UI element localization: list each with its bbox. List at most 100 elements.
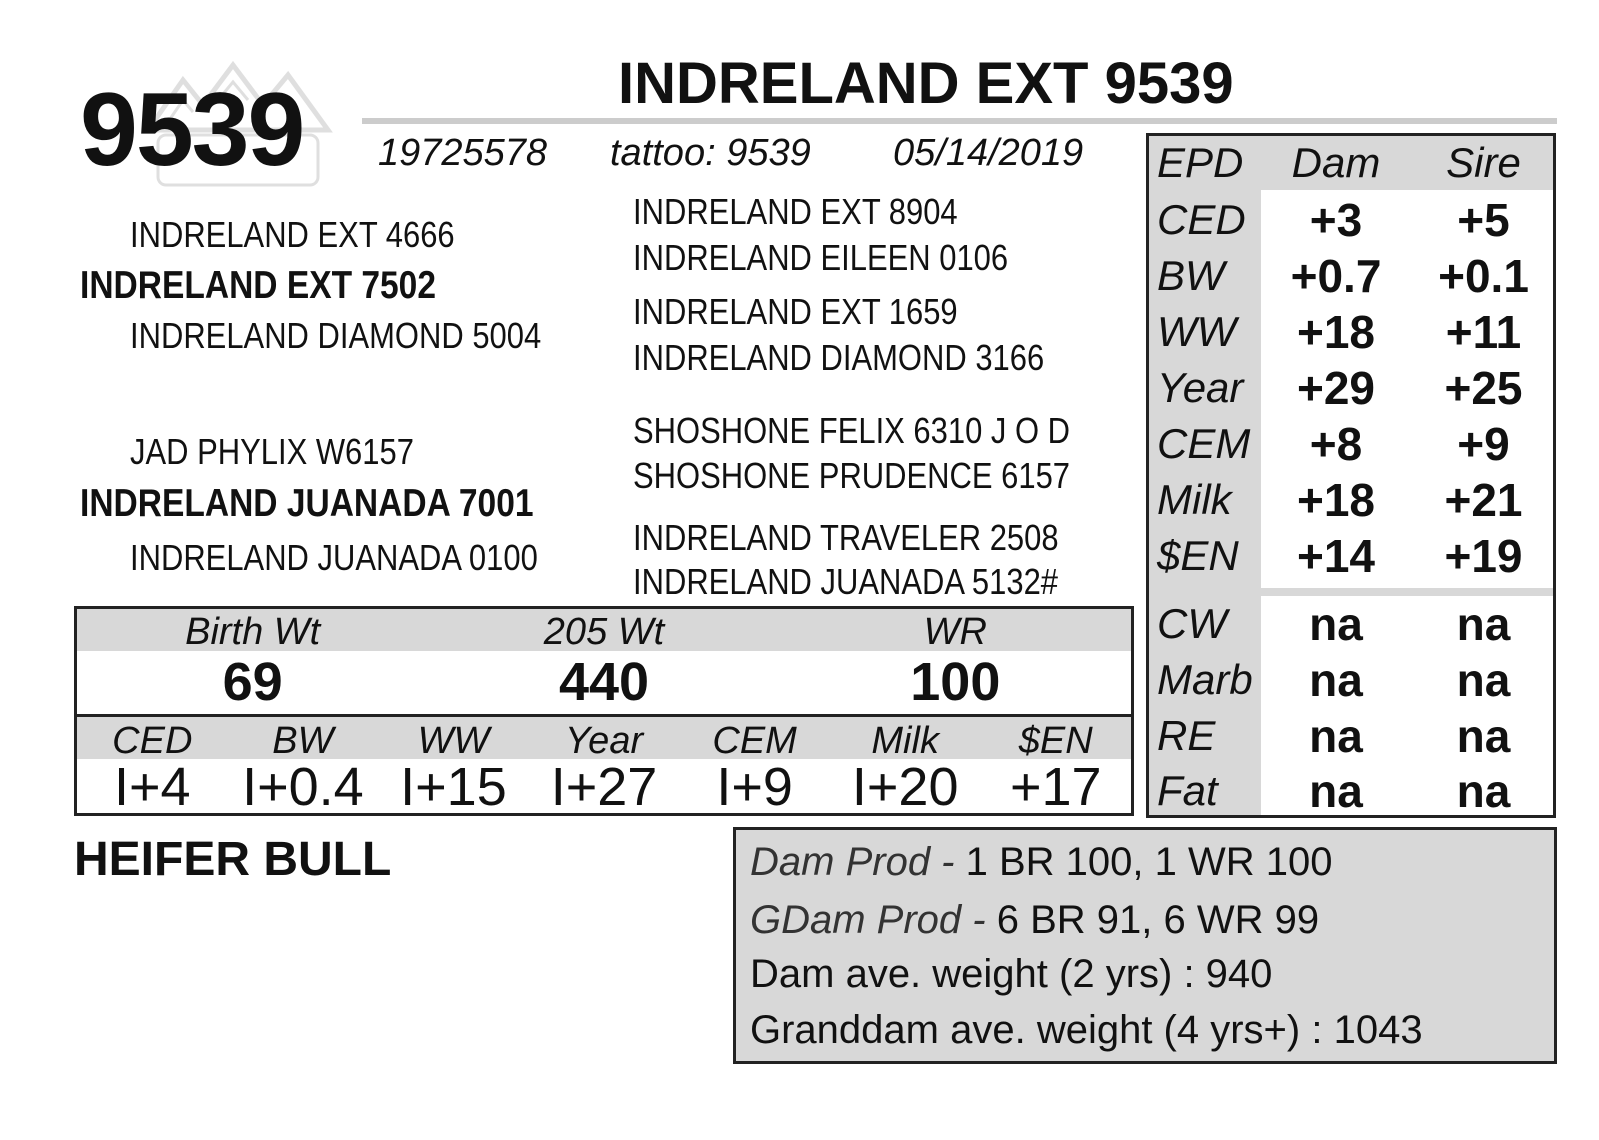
- epd-row-label: Year: [1157, 364, 1244, 411]
- epd-dam-value: +18: [1296, 306, 1376, 358]
- dam-avg-weight: Dam ave. weight (2 yrs) : 940: [750, 952, 1273, 996]
- epd-dam-value: na: [1309, 710, 1363, 762]
- epd-row-label: Marb: [1157, 656, 1253, 703]
- lot-number: 9539: [80, 72, 305, 188]
- ced-value: I+4: [114, 757, 191, 817]
- epd-sire-value: +21: [1444, 474, 1523, 526]
- epd-table-header: EPD Dam Sire: [1149, 136, 1553, 192]
- epd-dam-value: na: [1309, 765, 1363, 817]
- epd-row-ced: CED +3 +5: [1149, 192, 1553, 248]
- epd-row-cw: CW na na: [1149, 596, 1553, 652]
- wr-value: 100: [910, 652, 1001, 712]
- gg-3: INDRELAND EXT 1659: [633, 291, 958, 332]
- epd-sire-value: +5: [1457, 194, 1510, 246]
- epd-sire-value: +25: [1444, 362, 1523, 414]
- milk-label: Milk: [871, 720, 939, 762]
- epd-sire-value: +0.1: [1438, 250, 1529, 302]
- ww-value: I+15: [400, 757, 507, 817]
- epd-row-bw: BW +0.7 +0.1: [1149, 248, 1553, 304]
- gg-1: INDRELAND EXT 8904: [633, 191, 958, 232]
- header-divider: [362, 118, 1557, 124]
- epd-dam-value: +14: [1296, 530, 1376, 582]
- epd-dam-value: +3: [1309, 194, 1363, 246]
- sen-label: $EN: [1018, 720, 1093, 762]
- ww-label: WW: [417, 720, 490, 762]
- birth-wt-label: Birth Wt: [185, 611, 321, 653]
- gg-7: INDRELAND TRAVELER 2508: [633, 517, 1059, 558]
- epd-row-milk: Milk +18 +21: [1149, 472, 1553, 528]
- epd-value-row: I+4 I+0.4 I+15 I+27 I+9 I+20 +17: [77, 759, 1131, 815]
- gg-4: INDRELAND DIAMOND 3166: [633, 337, 1045, 378]
- epd-label-column: [1149, 136, 1261, 815]
- epd-sire-value: na: [1456, 598, 1511, 650]
- dam-header: Dam: [1291, 139, 1381, 186]
- epd-row-fat: Fat na na: [1149, 763, 1553, 817]
- sire-header: Sire: [1446, 139, 1521, 186]
- performance-separator: [77, 714, 1131, 717]
- gg-8: INDRELAND JUANADA 5132#: [633, 561, 1059, 602]
- epd-dam-value: na: [1309, 654, 1363, 706]
- wr-label: WR: [923, 611, 987, 653]
- birth-wt-value: 69: [222, 652, 283, 712]
- epd-row-label: Milk: [1157, 476, 1232, 523]
- epd-sire-value: +11: [1445, 306, 1522, 358]
- dam-dam: INDRELAND JUANADA 0100: [130, 537, 538, 578]
- milk-value: I+20: [851, 757, 959, 817]
- performance-header-row: Birth Wt 205 Wt WR: [77, 609, 1131, 653]
- gg-6: SHOSHONE PRUDENCE 6157: [633, 455, 1071, 496]
- epd-table-divider: [1261, 588, 1553, 596]
- 205-wt-value: 440: [558, 652, 650, 712]
- epd-row-label: $EN: [1157, 532, 1239, 579]
- gg-2: INDRELAND EILEEN 0106: [633, 237, 1009, 278]
- epd-row-label: Fat: [1157, 767, 1218, 814]
- performance-box: Birth Wt 205 Wt WR 69 440 100 CED BW WW …: [74, 606, 1134, 816]
- gdam-prod-line: GDam Prod - 6 BR 91, 6 WR 99: [750, 898, 1319, 943]
- bw-label: BW: [272, 720, 334, 762]
- epd-sire-value: na: [1456, 765, 1511, 817]
- epd-table: EPD Dam Sire CED +3 +5 BW +0.7 +0.1 WW +…: [1146, 133, 1556, 818]
- production-box: Dam Prod - 1 BR 100, 1 WR 100 GDam Prod …: [733, 827, 1557, 1064]
- epd-sire-value: na: [1456, 654, 1511, 706]
- epd-sire-value: na: [1456, 710, 1511, 762]
- sen-value: +17: [1009, 757, 1102, 817]
- dam-prod-value: 1 BR 100, 1 WR 100: [965, 840, 1333, 884]
- epd-sire-value: +9: [1457, 418, 1510, 470]
- epd-row-re: RE na na: [1149, 708, 1553, 764]
- epd-dam-value: +29: [1296, 362, 1376, 414]
- epd-header-row: CED BW WW Year CEM Milk $EN: [77, 717, 1131, 762]
- gdam-prod-label: GDam Prod -: [750, 898, 986, 942]
- tattoo: tattoo: 9539: [610, 132, 811, 174]
- cem-value: I+9: [716, 757, 793, 817]
- epd-dam-value: +18: [1296, 474, 1376, 526]
- sire-dam: INDRELAND DIAMOND 5004: [130, 315, 542, 356]
- gg-5: SHOSHONE FELIX 6310 J O D: [633, 410, 1071, 451]
- epd-row-label: CEM: [1157, 420, 1251, 467]
- epd-row-label: WW: [1157, 308, 1237, 355]
- epd-row-label: BW: [1157, 252, 1225, 299]
- sire-sire: INDRELAND EXT 4666: [130, 214, 455, 255]
- remarks: HEIFER BULL: [74, 833, 392, 886]
- 205-wt-label: 205 Wt: [543, 611, 665, 653]
- ranch-logo-watermark: [143, 60, 333, 187]
- epd-sire-value: +19: [1444, 530, 1523, 582]
- epd-row-marb: Marb na na: [1149, 652, 1553, 708]
- bw-value: I+0.4: [242, 757, 364, 817]
- dam-prod-label: Dam Prod -: [750, 840, 955, 884]
- epd-dam-value: na: [1309, 598, 1363, 650]
- cem-label: CEM: [712, 720, 797, 762]
- epd-row-label: RE: [1157, 712, 1216, 759]
- dam: INDRELAND JUANADA 7001: [80, 482, 534, 525]
- registration-number: 19725578: [378, 132, 548, 174]
- year-value: I+27: [550, 757, 658, 817]
- dam-sire: JAD PHYLIX W6157: [130, 431, 414, 472]
- epd-row-sen: $EN +14 +19: [1149, 528, 1553, 584]
- epd-header: EPD: [1157, 139, 1244, 186]
- epd-row-year: Year +29 +25: [1149, 360, 1553, 416]
- epd-dam-value: +8: [1309, 418, 1363, 470]
- epd-dam-value: +0.7: [1290, 250, 1382, 302]
- epd-row-cem: CEM +8 +9: [1149, 416, 1553, 472]
- year-label: Year: [564, 720, 644, 762]
- ced-label: CED: [112, 720, 193, 762]
- gdam-prod-value: 6 BR 91, 6 WR 99: [996, 898, 1320, 942]
- epd-table-header-bg: [1149, 136, 1553, 190]
